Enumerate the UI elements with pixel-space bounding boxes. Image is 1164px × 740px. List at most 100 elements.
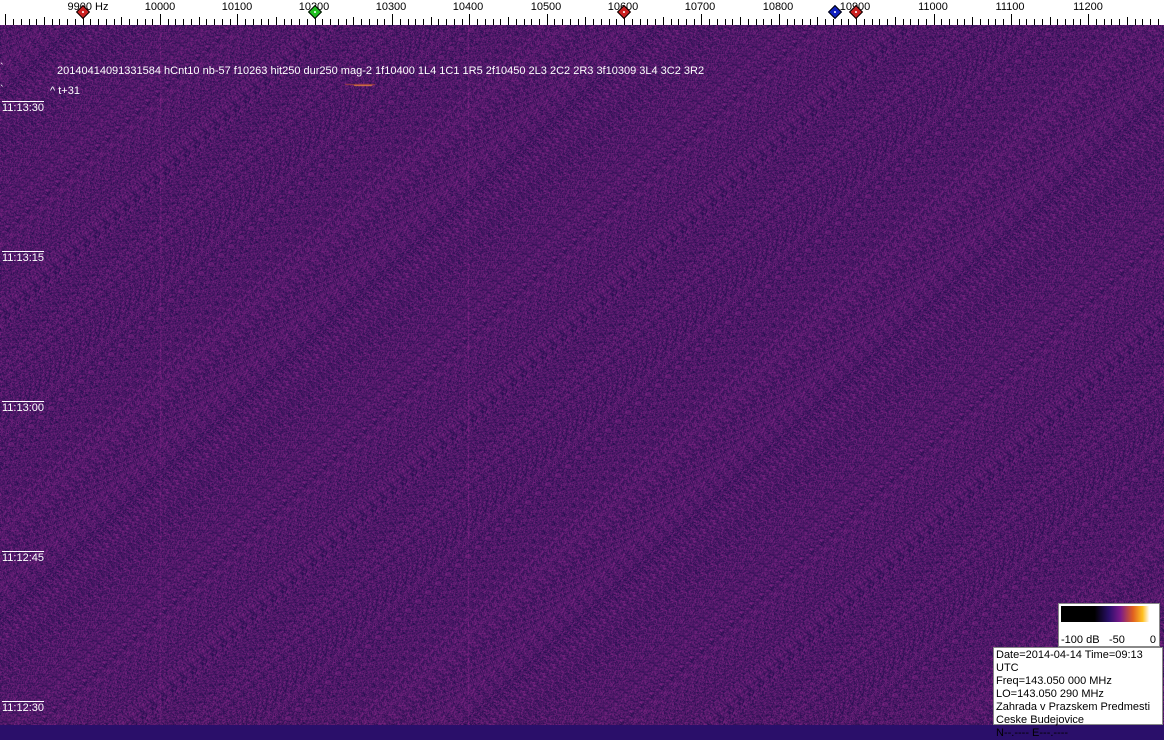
scale-tick bbox=[469, 14, 470, 25]
scale-tick bbox=[1034, 19, 1035, 25]
scale-tick bbox=[431, 17, 432, 25]
detection-line: 20140414091331584 hCnt10 nb-57 f10263 hi… bbox=[57, 65, 705, 77]
scale-tick bbox=[454, 19, 455, 25]
scale-tick bbox=[1104, 19, 1105, 25]
scale-tick bbox=[237, 14, 238, 25]
scale-tick bbox=[384, 19, 385, 25]
info-location: Zahrada v Prazskem Predmesti bbox=[996, 701, 1151, 713]
scale-tick bbox=[1019, 19, 1020, 25]
time-label: 11:12:45 bbox=[2, 551, 45, 564]
time-label: 11:13:30 bbox=[2, 101, 45, 114]
scale-tick bbox=[771, 19, 772, 25]
scale-tick bbox=[570, 19, 571, 25]
color-gradient bbox=[1061, 606, 1157, 622]
scale-tick bbox=[1088, 14, 1089, 25]
scale-tick bbox=[585, 17, 586, 25]
scale-tick bbox=[910, 19, 911, 25]
scale-tick bbox=[531, 19, 532, 25]
scale-tick bbox=[346, 19, 347, 25]
scale-tick bbox=[361, 19, 362, 25]
scale-tick bbox=[694, 19, 695, 25]
scale-tick bbox=[477, 19, 478, 25]
scale-tick bbox=[1011, 14, 1012, 25]
scale-tick bbox=[647, 19, 648, 25]
scale-tick bbox=[98, 19, 99, 25]
scale-tick bbox=[864, 19, 865, 25]
frequency-scale[interactable]: 9900 Hz 10000 10100 10200 10300 10400 10… bbox=[0, 0, 1164, 25]
scale-tick bbox=[423, 19, 424, 25]
scale-tick bbox=[493, 19, 494, 25]
scale-tick bbox=[175, 19, 176, 25]
scale-tick bbox=[887, 19, 888, 25]
scale-tick bbox=[972, 17, 973, 25]
station-info-panel: Date=2014-04-14 Time=09:13 UTC Freq=143.… bbox=[993, 647, 1163, 739]
color-legend: -100 dB -50 0 bbox=[1058, 603, 1160, 647]
scale-tick bbox=[415, 19, 416, 25]
scale-tick bbox=[671, 19, 672, 25]
scale-tick bbox=[779, 14, 780, 25]
freq-label: 10500 bbox=[530, 1, 562, 13]
scale-tick bbox=[106, 19, 107, 25]
info-freq: Freq=143.050 000 MHz bbox=[996, 675, 1112, 687]
info-coords: N--.---- E---.---- bbox=[996, 727, 1069, 739]
scale-tick bbox=[400, 19, 401, 25]
scale-tick bbox=[957, 19, 958, 25]
freq-label: 10000 bbox=[144, 1, 176, 13]
scale-tick bbox=[810, 19, 811, 25]
scale-tick bbox=[825, 19, 826, 25]
row-marker: ` bbox=[0, 62, 4, 74]
legend-label-min: -100 dB bbox=[1061, 634, 1100, 646]
detection-offset: ^ t+31 bbox=[50, 85, 80, 97]
scale-tick bbox=[554, 19, 555, 25]
scale-tick bbox=[377, 19, 378, 25]
scale-tick bbox=[632, 19, 633, 25]
waterfall-spectrogram[interactable] bbox=[0, 25, 1164, 725]
scale-tick bbox=[90, 19, 91, 25]
scale-tick bbox=[995, 19, 996, 25]
scale-tick bbox=[686, 19, 687, 25]
scale-tick bbox=[624, 14, 625, 25]
scale-tick bbox=[291, 19, 292, 25]
scale-tick bbox=[601, 19, 602, 25]
scale-tick bbox=[833, 19, 834, 25]
scale-tick bbox=[926, 19, 927, 25]
scale-tick bbox=[640, 19, 641, 25]
scale-tick bbox=[539, 19, 540, 25]
scale-tick bbox=[848, 19, 849, 25]
scale-tick bbox=[1073, 19, 1074, 25]
scale-tick bbox=[709, 19, 710, 25]
scale-tick bbox=[872, 19, 873, 25]
freq-label: 11200 bbox=[1073, 1, 1103, 13]
scale-tick bbox=[856, 14, 857, 25]
scale-tick bbox=[616, 19, 617, 25]
scale-tick bbox=[330, 19, 331, 25]
scale-tick bbox=[841, 19, 842, 25]
scale-tick bbox=[1127, 17, 1128, 25]
scale-tick bbox=[756, 19, 757, 25]
scale-tick bbox=[562, 19, 563, 25]
scale-tick bbox=[315, 14, 316, 25]
scale-tick bbox=[1111, 19, 1112, 25]
scale-tick bbox=[717, 19, 718, 25]
scale-tick bbox=[547, 14, 548, 25]
scale-tick bbox=[230, 19, 231, 25]
scale-tick bbox=[500, 19, 501, 25]
scale-tick bbox=[268, 19, 269, 25]
scale-tick bbox=[802, 19, 803, 25]
scale-tick bbox=[5, 14, 6, 25]
scale-tick bbox=[191, 19, 192, 25]
scale-tick bbox=[199, 17, 200, 25]
scale-tick bbox=[794, 19, 795, 25]
scale-tick bbox=[516, 19, 517, 25]
scale-tick bbox=[137, 19, 138, 25]
scale-tick bbox=[895, 17, 896, 25]
row-marker: ` bbox=[0, 84, 4, 96]
scale-tick bbox=[964, 19, 965, 25]
scale-tick bbox=[206, 19, 207, 25]
time-label: 11:12:30 bbox=[2, 701, 45, 714]
scale-tick bbox=[369, 19, 370, 25]
scale-tick bbox=[1096, 19, 1097, 25]
scale-tick bbox=[214, 19, 215, 25]
scale-tick bbox=[934, 14, 935, 25]
scale-tick bbox=[438, 19, 439, 25]
